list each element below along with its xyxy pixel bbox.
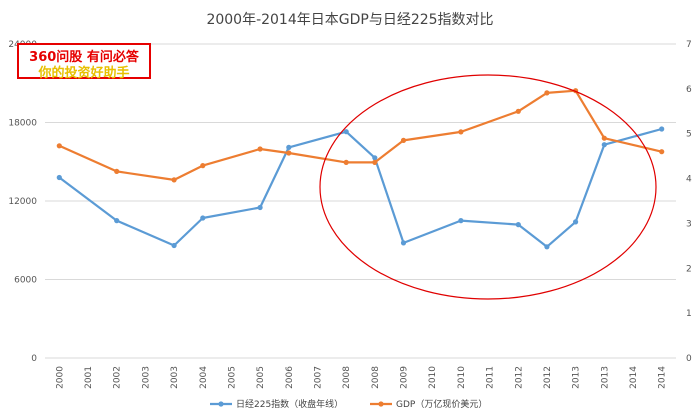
x-tick-label: 2004 <box>199 366 209 389</box>
data-point-0 <box>171 242 177 249</box>
data-point-0 <box>458 218 464 224</box>
x-tick-label: 2012 <box>543 366 553 389</box>
right-tick-label: 1 <box>686 309 692 319</box>
legend-label-1: GDP（万亿现价美元） <box>396 398 487 410</box>
data-point-0 <box>114 218 120 224</box>
series-line-1 <box>58 89 662 181</box>
right-tick-label: 6 <box>686 85 692 95</box>
data-point-0 <box>343 129 349 135</box>
x-tick-label: 2007 <box>313 366 323 389</box>
watermark-line1: 360问股 有问必答 <box>29 50 139 65</box>
legend-marker-0 <box>218 401 224 407</box>
x-tick-label: 2008 <box>342 366 352 389</box>
data-point-1 <box>544 90 550 96</box>
x-axis-ticks: 2000 2001 2002 2003 2003 2004 2005 2005 2006 2007… <box>55 366 667 389</box>
chart-title: 2000年-2014年日本GDP与日经225指数对比 <box>206 12 493 28</box>
data-point-0 <box>573 219 579 225</box>
data-point-0 <box>372 155 378 161</box>
data-point-1 <box>200 163 206 169</box>
right-tick-label: 0 <box>686 354 692 364</box>
gridlines <box>45 43 676 359</box>
data-point-0 <box>544 244 550 250</box>
left-axis-ticks: 06000120001800024000 <box>8 40 37 364</box>
x-tick-label: 2011 <box>486 366 496 389</box>
data-point-0 <box>200 215 206 221</box>
x-tick-label: 2002 <box>113 366 123 389</box>
right-tick-label: 2 <box>686 264 692 274</box>
right-tick-label: 4 <box>686 175 692 185</box>
x-tick-label: 2010 <box>428 366 438 389</box>
data-point-1 <box>515 108 521 114</box>
x-tick-label: 2010 <box>457 366 467 389</box>
data-point-1 <box>659 149 665 155</box>
data-point-1 <box>56 143 62 149</box>
legend-label-0: 日经225指数（收盘年线） <box>236 398 343 410</box>
data-point-1 <box>458 129 464 135</box>
right-tick-label: 7 <box>686 40 692 50</box>
left-tick-label: 0 <box>31 354 37 364</box>
legend: 日经225指数（收盘年线） GDP（万亿现价美元） <box>210 398 487 410</box>
data-point-1 <box>372 159 378 165</box>
left-tick-label: 12000 <box>8 197 37 207</box>
highlight-ellipse <box>319 74 657 300</box>
series-lines <box>56 88 665 250</box>
x-tick-label: 2013 <box>600 366 610 389</box>
left-tick-label: 6000 <box>14 276 37 286</box>
right-tick-label: 3 <box>686 219 692 229</box>
x-tick-label: 2005 <box>227 366 237 389</box>
x-tick-label: 2005 <box>256 366 266 389</box>
x-tick-label: 2003 <box>141 366 151 389</box>
data-point-1 <box>171 177 177 183</box>
data-point-1 <box>400 137 407 143</box>
data-point-0 <box>515 222 521 228</box>
watermark-line2: 你的投资好助手 <box>38 66 130 81</box>
legend-marker-1 <box>378 401 384 407</box>
x-tick-label: 2013 <box>572 366 582 389</box>
data-point-0 <box>601 142 607 148</box>
x-tick-label: 2006 <box>285 366 295 389</box>
data-point-1 <box>257 146 263 152</box>
x-tick-label: 2003 <box>170 366 180 389</box>
right-tick-label: 5 <box>686 130 692 140</box>
data-point-1 <box>343 159 349 165</box>
x-tick-label: 2014 <box>629 366 639 389</box>
watermark-badge: 360问股 有问必答 你的投资好助手 <box>17 43 151 81</box>
x-tick-label: 2012 <box>514 366 524 389</box>
data-point-0 <box>400 240 407 246</box>
data-point-0 <box>257 204 263 211</box>
data-point-0 <box>56 174 62 181</box>
data-point-0 <box>286 144 292 150</box>
x-tick-label: 2000 <box>55 366 65 389</box>
data-point-1 <box>601 135 607 141</box>
data-point-0 <box>659 126 665 132</box>
x-tick-label: 2008 <box>371 366 381 389</box>
x-tick-label: 2001 <box>84 366 94 389</box>
right-axis-ticks: 0 1 2 3 4 5 6 7 <box>686 40 692 364</box>
series-line-0 <box>58 127 662 248</box>
data-point-1 <box>114 168 120 174</box>
left-tick-label: 18000 <box>8 119 37 129</box>
data-point-1 <box>286 150 292 156</box>
x-tick-label: 2014 <box>658 366 668 389</box>
x-tick-label: 2009 <box>400 366 410 389</box>
